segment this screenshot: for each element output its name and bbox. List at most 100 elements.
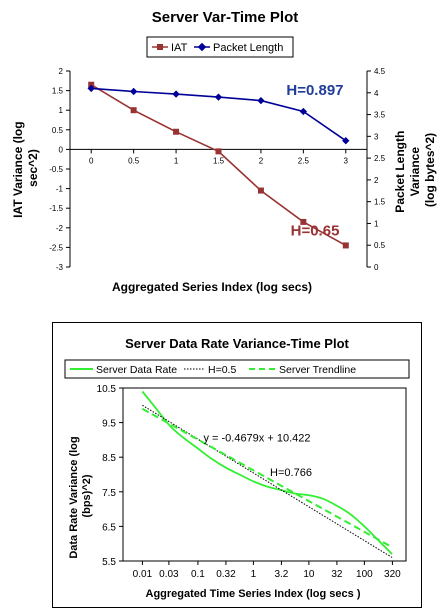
data-point-packet-length [299,107,308,116]
data-point-packet-length [214,93,223,101]
data-series: H=0.897 H=0.65 [87,81,350,249]
plot-border [122,387,407,562]
data-point-iat [88,81,95,88]
y-tick-label-left: -1 [56,185,64,194]
legend-box [64,359,410,379]
x-tick-label: 0.5 [128,156,140,165]
y-tick-label-left: 0 [59,145,64,154]
data-series: y = -0.4679x + 10.422 H=0.766 [141,390,393,558]
legend-item-packet-length: Packet Length [194,42,283,54]
y-axis-label-right-line1: Packet Length [393,131,407,213]
data-point-iat [257,187,264,194]
annotation-y-0-4679x-10-422: y = -0.4679x + 10.422 [203,433,310,445]
y-axis-label-left-line2: sec^2) [26,149,40,187]
x-tick-label: 0.03 [159,569,179,580]
data-point-packet-length [257,96,265,105]
x-tick-label: 100 [356,569,373,580]
chart-title: Server Var-Time Plot [152,9,298,26]
legend: IAT Packet Length [146,36,294,58]
y-tick-label-right: 3 [374,132,379,141]
annotation-h-0-897: H=0.897 [286,82,343,99]
data-rate-chart-frame: Server Data Rate Variance-Time Plot Serv… [52,322,422,608]
x-tick-label: 320 [384,569,401,580]
y-axis-label-left-line1: IAT Variance (log [11,121,25,217]
y-tick-label-left: -3 [56,263,64,272]
y-tick-label-right: 1 [374,219,379,228]
y-tick-label-right: 4.5 [374,67,386,76]
y-tick-label-right: 2.5 [374,154,386,163]
y-axis-label-right: Packet Length Variance (log bytes^2) [393,127,437,212]
y-axis-label-right-line3: (log bytes^2) [423,133,437,207]
x-tick-label: 1 [251,569,257,580]
legend: Server Data Rate H=0.5 Server Trendline [64,359,410,379]
y-axis-label-line2: (bps)^2) [81,474,93,517]
y-tick-label-right: 4 [374,89,379,98]
data-point-iat [300,218,307,225]
y-tick-label-left: -0.5 [49,165,63,174]
data-point-iat [342,242,349,249]
x-tick-label: 1 [174,156,179,165]
data-point-packet-length [342,137,350,145]
x-tick-label: 3 [344,156,349,165]
y-tick-label: 9.5 [102,419,116,430]
x-axis-label: Aggregated Series Index (log secs) [112,280,312,294]
var-time-chart: Server Var-Time Plot IAT Packet Length -… [11,9,437,294]
x-tick-label: 32 [331,569,343,580]
y-tick-label-left: -2 [56,224,64,233]
legend-item-server-trendline: Server Trendline [249,364,356,376]
annotation-h-0-65: H=0.65 [291,223,340,240]
x-tick-label: 2.5 [298,156,310,165]
x-tick-label: 3.2 [274,569,288,580]
legend-item-h05: H=0.5 [184,364,236,376]
data-point-packet-length [129,87,138,96]
legend-trendline-label: Server Trendline [279,364,356,376]
y-tick-label-right: 0 [374,263,379,272]
y-tick-label: 7.5 [102,488,116,499]
x-tick-label: 0 [89,156,94,165]
legend-h05-label: H=0.5 [208,364,236,376]
x-axis-label: Aggregated Time Series Index (log secs ) [146,588,361,600]
x-tick-label: 0.1 [191,569,205,580]
plot-area: 5.5 6.5 7.5 8.5 9.5 10.5 0.01 0.03 0.1 0.32 1 3.2 10… [97,384,407,580]
series-line-server-data-rate [141,390,393,555]
data-point-iat [215,148,222,155]
y-axis-label-line1: Data Rate Variance (log [68,436,80,558]
x-tick-label: 0.01 [133,569,153,580]
x-tick-label: 0.32 [216,569,236,580]
x-tick-label: 1.5 [213,156,225,165]
legend-iat-marker [157,44,163,50]
chart-title: Server Data Rate Variance-Time Plot [125,336,349,351]
legend-box [146,36,294,58]
y-tick-label: 5.5 [102,557,116,568]
y-tick-label-left: 2 [59,67,64,76]
x-tick-label: 2 [259,156,264,165]
legend-iat-label: IAT [171,42,188,54]
y-axis-label-right-line2: Variance [408,147,422,197]
y-tick-label-left: -1.5 [49,204,63,213]
y-tick-label-right: 1.5 [374,198,386,207]
legend-packet-marker [197,42,207,52]
series-line-h-0-5 [142,404,393,558]
y-tick-label-right: 0.5 [374,241,386,250]
y-tick-label-left: 0.5 [52,126,64,135]
y-tick-label-right: 2 [374,176,379,185]
y-axis-label-left: IAT Variance (log sec^2) [11,118,40,218]
series-line-server-trendline [141,407,393,549]
y-tick-label-left: 1.5 [52,87,64,96]
y-tick-label-left: -2.5 [49,243,63,252]
y-tick-label: 6.5 [102,522,116,533]
annotation-h-0-766: H=0.766 [270,467,312,479]
data-rate-chart: Server Data Rate Variance-Time Plot Serv… [64,336,410,600]
data-point-iat [173,128,180,135]
legend-item-iat: IAT [152,42,188,54]
y-tick-label-left: 1 [59,106,64,115]
y-tick-label: 8.5 [102,453,116,464]
data-point-iat [130,107,137,114]
y-tick-label: 10.5 [97,384,117,395]
y-tick-label-right: 3.5 [374,111,386,120]
legend-data-rate-label: Server Data Rate [96,364,177,376]
x-tick-label: 10 [303,569,315,580]
y-axis-label: Data Rate Variance (log (bps)^2) [68,433,93,558]
data-point-packet-length [87,84,95,93]
data-point-packet-length [172,90,180,98]
